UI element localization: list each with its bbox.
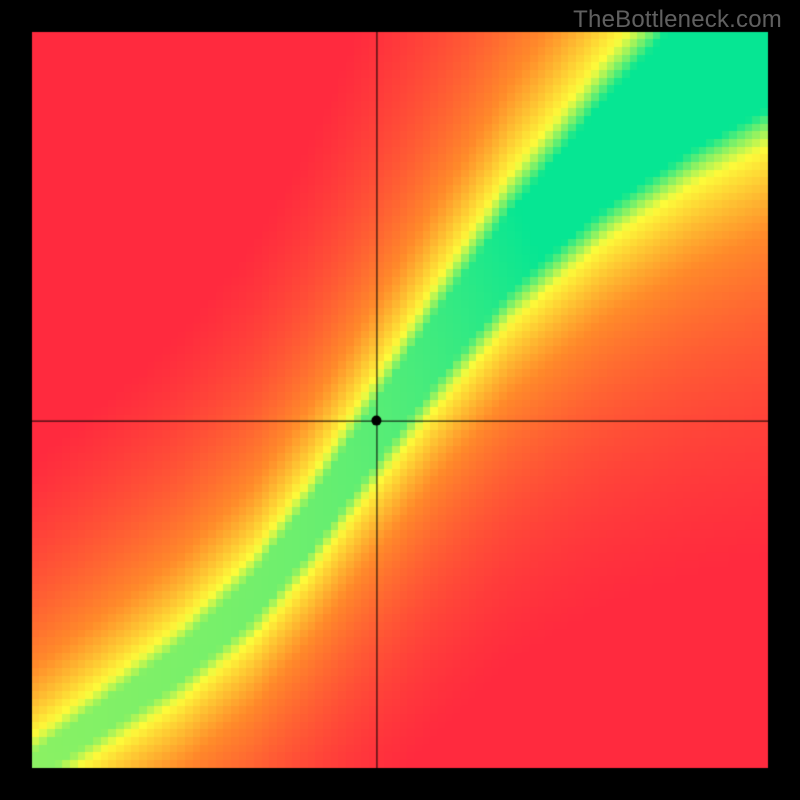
heatmap-canvas xyxy=(0,0,800,800)
watermark-text: TheBottleneck.com xyxy=(573,6,782,34)
chart-container: TheBottleneck.com xyxy=(0,0,800,800)
